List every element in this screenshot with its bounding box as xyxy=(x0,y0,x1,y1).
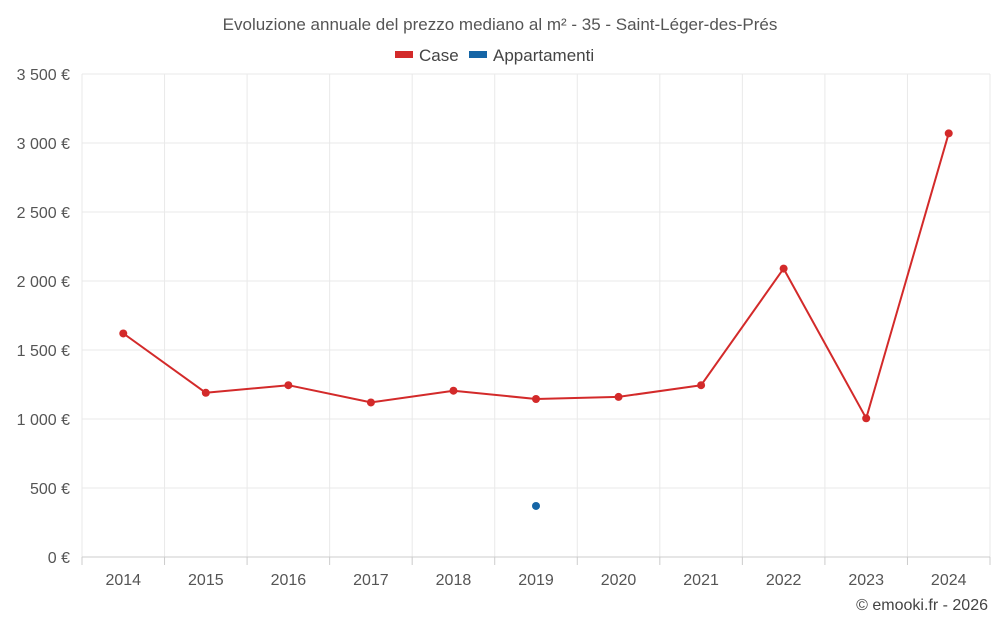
x-tick-label: 2019 xyxy=(518,572,554,589)
y-tick-label: 0 € xyxy=(48,550,70,567)
x-tick-label: 2023 xyxy=(848,572,884,589)
x-tick-label: 2017 xyxy=(353,572,389,589)
data-point-case xyxy=(614,392,623,401)
credit-text: © emooki.fr - 2026 xyxy=(856,597,988,614)
y-tick-label: 2 000 € xyxy=(17,274,70,291)
data-point-case xyxy=(944,129,953,138)
y-tick-label: 500 € xyxy=(30,481,70,498)
x-tick-label: 2022 xyxy=(766,572,802,589)
y-tick-label: 2 500 € xyxy=(17,205,70,222)
data-point-case xyxy=(449,386,458,395)
data-point-case xyxy=(697,381,706,390)
data-point-case xyxy=(284,381,293,390)
data-point-case xyxy=(119,329,128,338)
y-tick-label: 1 500 € xyxy=(17,343,70,360)
series xyxy=(119,129,953,510)
data-point-appartamenti xyxy=(532,501,540,510)
legend-item-case[interactable]: Case xyxy=(395,46,459,65)
grid xyxy=(81,73,991,557)
x-tick-label: 2024 xyxy=(931,572,967,589)
x-tick-label: 2014 xyxy=(105,572,141,589)
legend-swatch-appartamenti xyxy=(469,51,487,58)
y-tick-label: 1 000 € xyxy=(17,412,70,429)
axes: 0 € 500 € 1 000 € 1 500 € 2 000 € 2 500 € 3 00… xyxy=(17,67,991,589)
legend-label-appartamenti: Appartamenti xyxy=(493,46,594,65)
data-point-case xyxy=(366,398,375,407)
legend-swatch-case xyxy=(395,51,413,58)
data-point-case xyxy=(862,414,871,423)
legend-item-appartamenti[interactable]: Appartamenti xyxy=(469,46,594,65)
x-tick-label: 2021 xyxy=(683,572,719,589)
y-tick-label: 3 000 € xyxy=(17,136,70,153)
x-tick-label: 2020 xyxy=(601,572,637,589)
x-tick-label: 2016 xyxy=(271,572,307,589)
data-point-case xyxy=(532,394,540,403)
legend[interactable]: Case Appartamenti xyxy=(395,46,594,65)
data-point-case xyxy=(779,264,788,273)
data-point-case xyxy=(201,388,210,397)
x-tick-label: 2018 xyxy=(436,572,472,589)
y-tick-label: 3 500 € xyxy=(17,67,70,84)
x-tick-label: 2015 xyxy=(188,572,224,589)
chart-title: Evoluzione annuale del prezzo mediano al… xyxy=(223,15,778,34)
legend-label-case: Case xyxy=(419,46,459,65)
